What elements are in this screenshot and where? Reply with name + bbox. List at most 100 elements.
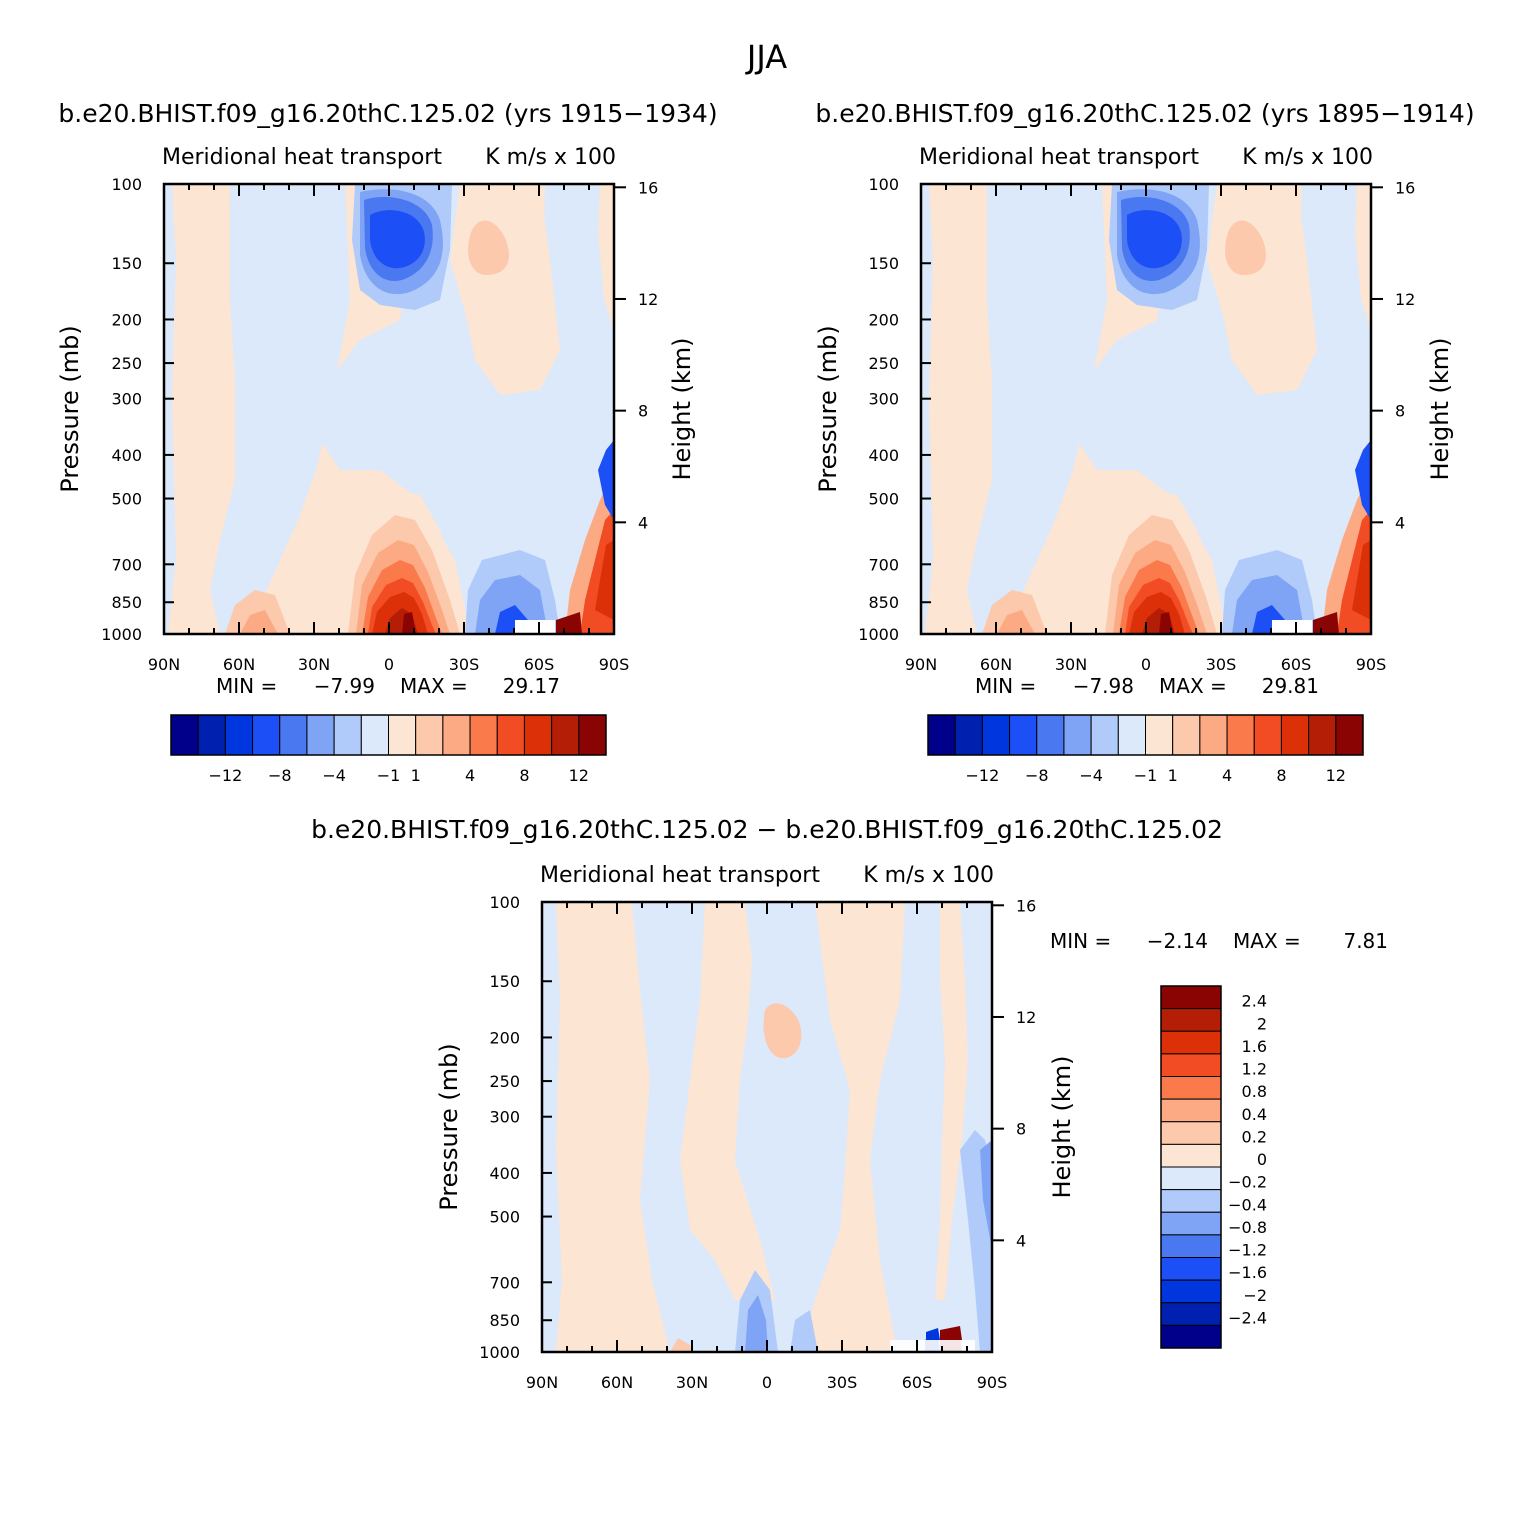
pressure-tick-label: 150 (868, 254, 899, 273)
colorbar-swatch (1199, 714, 1228, 756)
lat-tick-label: 90S (977, 1373, 1008, 1392)
height-tick-label: 4 (1016, 1231, 1026, 1250)
lat-tick-label: 60S (524, 655, 555, 674)
pressure-tick-label: 700 (489, 1273, 520, 1292)
pressure-tick-label: 500 (868, 490, 899, 509)
colorbar-label: −0.8 (1228, 1218, 1267, 1237)
pressure-tick-label: 100 (111, 175, 142, 194)
colorbar-frame (927, 714, 1364, 756)
colorbar-label: 4 (465, 766, 475, 785)
lat-tick-label: 90N (905, 655, 937, 674)
contour-field (921, 184, 1371, 634)
colorbar-diff: 2.4 2 1.6 1.2 0.8 0.4 0.2 0 −0.2 −0.4 −0.8 −1.2 −1.6… (1160, 985, 1267, 1349)
pressure-axis: 100 150 200 250 300 400 500 700 850 1000 (101, 175, 174, 644)
colorbar-swatch (1160, 1076, 1222, 1100)
colorbar-swatch (551, 714, 580, 756)
max-value: 29.17 (503, 674, 560, 698)
height-tick-label: 12 (1395, 290, 1415, 309)
colorbar-label: 8 (1276, 766, 1286, 785)
colorbar-swatch (927, 714, 956, 756)
colorbar-label: −1.6 (1228, 1263, 1267, 1282)
colorbar-label: 2 (1257, 1014, 1267, 1033)
colorbar-label: 0.2 (1242, 1127, 1267, 1146)
colorbar-label: 8 (519, 766, 529, 785)
panel-top-right: b.e20.BHIST.f09_g16.20thC.125.02 (yrs 18… (814, 99, 1475, 785)
height-tick-label: 12 (1016, 1008, 1036, 1027)
left-string: Meridional heat transport (162, 145, 442, 170)
height-axis: 16 12 8 4 (614, 178, 658, 532)
min-value: −7.98 (1073, 674, 1134, 698)
colorbar-label: −8 (1025, 766, 1049, 785)
colorbar-swatch (170, 714, 199, 756)
lat-tick-label: 60N (601, 1373, 633, 1392)
colorbar-label: 1.6 (1242, 1037, 1267, 1056)
lat-tick-label: 30N (298, 655, 330, 674)
pressure-tick-label: 150 (489, 972, 520, 991)
y2-axis-label: Height (km) (668, 338, 696, 481)
colorbar-swatch (1160, 1008, 1222, 1032)
left-string: Meridional heat transport (540, 863, 820, 888)
colorbar-swatch (1160, 1257, 1222, 1281)
colorbar-label: −0.2 (1228, 1173, 1267, 1192)
colorbar-label: 0.4 (1242, 1105, 1267, 1124)
pressure-tick-label: 300 (111, 390, 142, 409)
colorbar-swatch (360, 714, 389, 756)
pressure-tick-label: 400 (111, 446, 142, 465)
contour-field (164, 184, 614, 634)
pressure-tick-label: 850 (868, 593, 899, 612)
colorbar-label: 1.2 (1242, 1060, 1267, 1079)
pressure-tick-label: 1000 (858, 625, 899, 644)
pressure-tick-label: 850 (489, 1311, 520, 1330)
pressure-tick-label: 1000 (101, 625, 142, 644)
pressure-tick-label: 250 (111, 354, 142, 373)
colorbar-swatch (1172, 714, 1201, 756)
colorbar-label: −1 (1134, 766, 1158, 785)
pressure-tick-label: 1000 (479, 1343, 520, 1362)
max-label: MAX = (1233, 929, 1301, 953)
pressure-tick-label: 400 (489, 1164, 520, 1183)
min-label: MIN = (975, 674, 1036, 698)
colorbar-label: 4 (1222, 766, 1232, 785)
height-tick-label: 8 (638, 402, 648, 421)
colorbar-label: −1.2 (1228, 1241, 1267, 1260)
colorbar: −12 −8 −4 −1 1 4 8 12 (170, 714, 607, 785)
colorbar-swatch (388, 714, 417, 756)
colorbar-swatch (1117, 714, 1146, 756)
lat-tick-label: 0 (384, 655, 394, 674)
colorbar-swatch (1160, 1189, 1222, 1213)
pressure-axis: 100 150 200 250 300 400 500 700 850 1000 (858, 175, 931, 644)
pressure-tick-label: 250 (868, 354, 899, 373)
lat-tick-label: 0 (762, 1373, 772, 1392)
height-tick-label: 4 (638, 513, 648, 532)
lat-axis: 90N 60N 30N 0 30S 60S 90S (148, 184, 629, 674)
colorbar-label: −8 (268, 766, 292, 785)
figure-title: JJA (745, 38, 787, 76)
colorbar-label: 0 (1257, 1150, 1267, 1169)
colorbar-swatch (1160, 1166, 1222, 1191)
colorbar-swatch (415, 714, 444, 756)
colorbar-label: 12 (569, 766, 589, 785)
colorbar-label: −4 (322, 766, 346, 785)
colorbar-swatch (224, 714, 254, 756)
colorbar-swatch (496, 714, 525, 756)
colorbar-swatch (279, 714, 308, 756)
colorbar-label: −0.4 (1228, 1195, 1267, 1214)
colorbar-swatch (981, 714, 1011, 756)
min-value: −2.14 (1147, 929, 1208, 953)
height-tick-label: 16 (638, 178, 658, 197)
height-tick-label: 16 (1395, 178, 1415, 197)
pressure-tick-label: 100 (489, 893, 520, 912)
colorbar-swatch (1145, 714, 1174, 756)
colorbar-swatch (523, 714, 553, 756)
pressure-tick-label: 700 (111, 555, 142, 574)
lat-tick-label: 90N (526, 1373, 558, 1392)
colorbar-label: −2.4 (1228, 1308, 1267, 1327)
units-string: K m/s x 100 (1242, 145, 1373, 170)
colorbar-swatch (1160, 985, 1222, 1010)
panel-title: b.e20.BHIST.f09_g16.20thC.125.02 − b.e20… (311, 815, 1223, 844)
pressure-tick-label: 250 (489, 1072, 520, 1091)
contour-field (542, 902, 992, 1352)
colorbar-label: 1 (411, 766, 421, 785)
y-axis-label: Pressure (mb) (56, 325, 84, 492)
